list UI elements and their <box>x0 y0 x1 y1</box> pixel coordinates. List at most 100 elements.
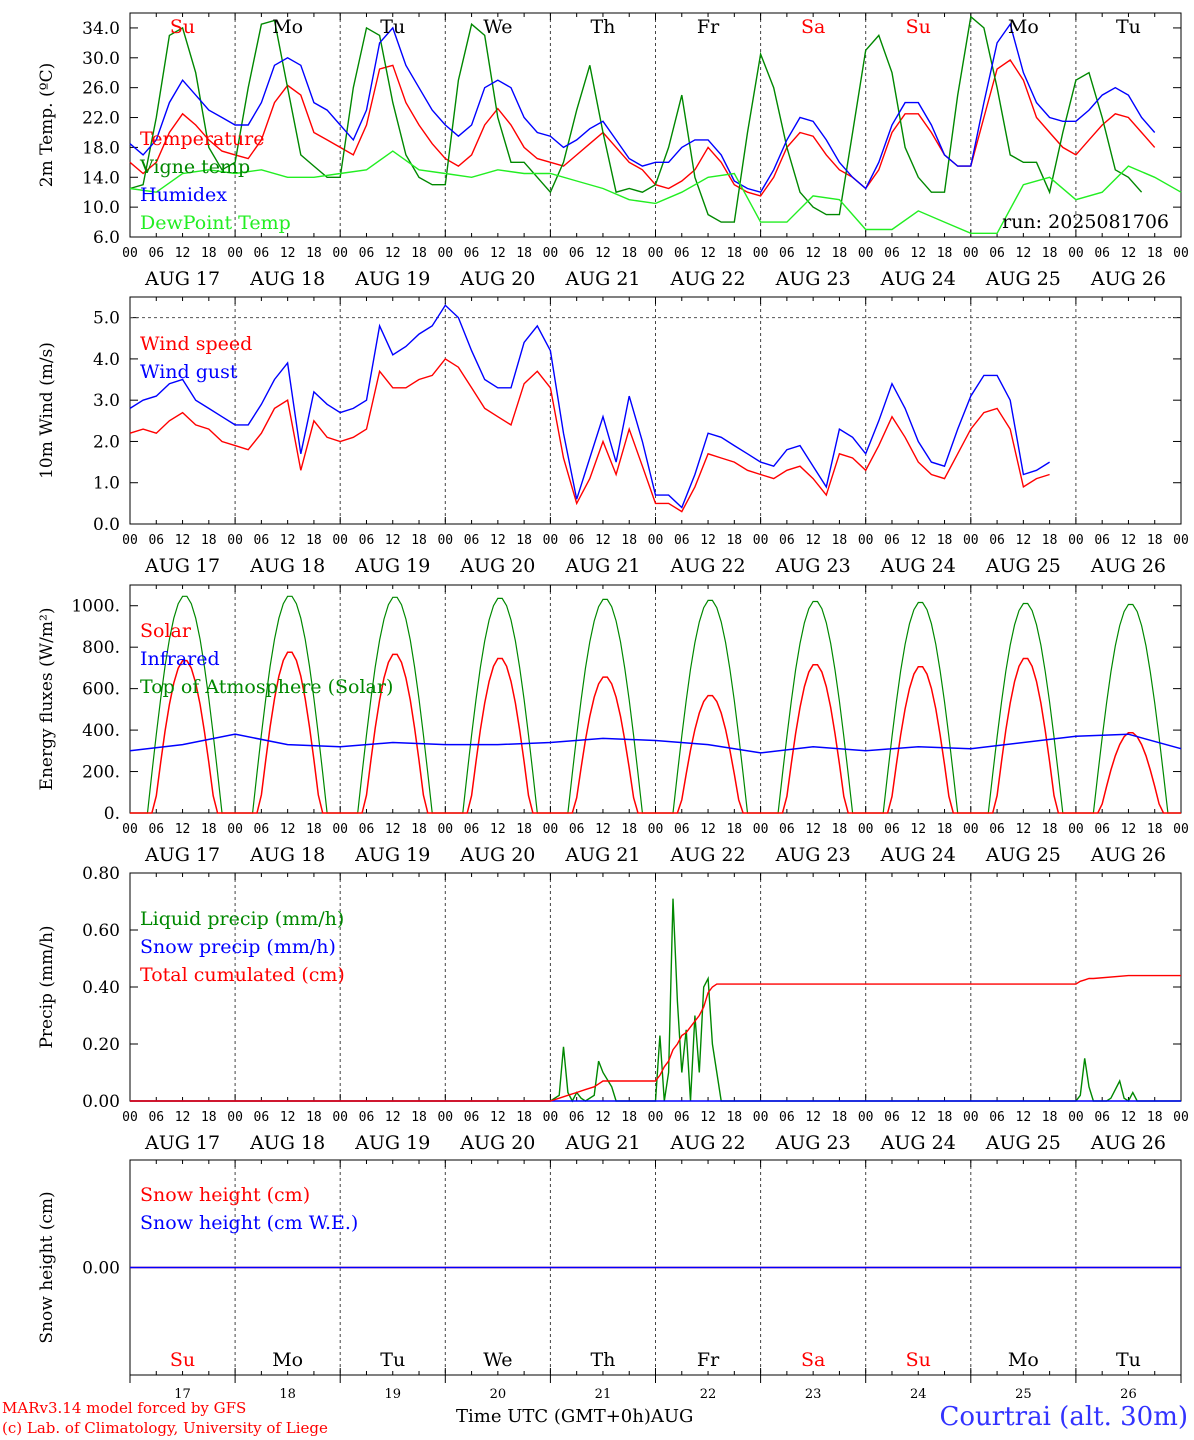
hour-tick-label: 00 <box>648 1110 664 1125</box>
hour-tick-label: 12 <box>595 533 611 548</box>
hour-tick-label: 18 <box>1042 822 1058 837</box>
hour-tick-label: 00 <box>332 822 348 837</box>
hour-tick-label: 18 <box>516 1110 532 1125</box>
hour-tick-label: 18 <box>937 1110 953 1125</box>
y-tick-label: 200. <box>82 763 120 783</box>
hour-tick-label: 12 <box>1121 822 1137 837</box>
day-label: AUG 21 <box>564 844 640 866</box>
legend-entry: Vigne temp <box>139 156 250 178</box>
hour-tick-label: 00 <box>543 822 559 837</box>
hour-tick-label: 12 <box>175 246 191 261</box>
hour-tick-label: 00 <box>648 822 664 837</box>
weekday-label-bottom: Mo <box>1008 1349 1039 1371</box>
weekday-label-top: Mo <box>272 16 303 38</box>
hour-tick-label: 06 <box>1094 1110 1110 1125</box>
hour-tick-label: 06 <box>359 246 375 261</box>
hour-tick-label: 06 <box>674 822 690 837</box>
hour-tick-label: 18 <box>201 533 217 548</box>
y-tick-label: 10.0 <box>82 198 120 218</box>
hour-tick-label: 18 <box>306 1110 322 1125</box>
hour-tick-label: 18 <box>411 246 427 261</box>
hour-tick-label: 12 <box>490 822 506 837</box>
y-tick-label: 400. <box>82 721 120 741</box>
weekday-label-top: Fr <box>697 16 720 38</box>
station-title: Courtrai (alt. 30m) <box>939 1402 1189 1432</box>
hour-tick-label: 00 <box>1068 822 1084 837</box>
hour-tick-label: 00 <box>858 533 874 548</box>
legend-entry: Wind gust <box>140 361 238 383</box>
hour-tick-label: 18 <box>832 246 848 261</box>
y-tick-label: 600. <box>82 680 120 700</box>
solar-line <box>130 651 1181 814</box>
hour-tick-label: 00 <box>1173 1110 1189 1125</box>
hour-tick-label: 18 <box>306 533 322 548</box>
hour-tick-label: 18 <box>411 533 427 548</box>
hour-tick-label: 06 <box>1094 822 1110 837</box>
day-label: AUG 24 <box>880 844 956 866</box>
hour-tick-label: 00 <box>753 822 769 837</box>
day-label: AUG 25 <box>985 555 1061 577</box>
day-label: AUG 20 <box>459 555 535 577</box>
hour-tick-label: 12 <box>175 1110 191 1125</box>
hour-tick-label: 06 <box>254 822 270 837</box>
day-label: AUG 19 <box>354 1132 430 1154</box>
day-label: AUG 22 <box>669 844 745 866</box>
hour-tick-label: 00 <box>1068 246 1084 261</box>
weekday-label-bottom: Mo <box>272 1349 303 1371</box>
copyright-credit: (c) Lab. of Climatology, University of L… <box>2 1419 328 1437</box>
legend-entry: DewPoint Temp <box>140 212 291 234</box>
hour-tick-label: 12 <box>805 533 821 548</box>
hour-tick-label: 18 <box>201 822 217 837</box>
hour-tick-label: 12 <box>910 822 926 837</box>
y-tick-label: 14.0 <box>82 168 120 188</box>
panel-energy: 0. 200. 400. 600. 800. 1000. Energy fluxes (W/… <box>37 584 1189 866</box>
hour-tick-label: 06 <box>884 1110 900 1125</box>
hour-tick-label: 12 <box>700 533 716 548</box>
hour-tick-label: 12 <box>595 822 611 837</box>
weekday-label-bottom: Fr <box>697 1349 720 1371</box>
hour-tick-label: 12 <box>805 1110 821 1125</box>
hour-tick-label: 18 <box>621 246 637 261</box>
hour-tick-label: 00 <box>122 246 138 261</box>
hour-tick-label: 18 <box>832 822 848 837</box>
hour-tick-label: 00 <box>648 533 664 548</box>
day-label: AUG 17 <box>144 844 220 866</box>
hour-tick-label: 06 <box>674 246 690 261</box>
hour-tick-label: 00 <box>543 246 559 261</box>
hour-tick-label: 06 <box>254 1110 270 1125</box>
hour-tick-label: 18 <box>1042 533 1058 548</box>
hour-tick-label: 00 <box>543 1110 559 1125</box>
hour-tick-label: 12 <box>1121 246 1137 261</box>
weekday-label-top: Th <box>590 16 615 38</box>
hour-tick-label: 12 <box>490 533 506 548</box>
hour-tick-label: 00 <box>963 822 979 837</box>
hour-tick-label: 00 <box>437 822 453 837</box>
day-label: AUG 26 <box>1090 555 1166 577</box>
y-tick-label: 0.60 <box>82 921 120 941</box>
series-line-temperature <box>129 59 1156 197</box>
hour-tick-label: 12 <box>385 822 401 837</box>
day-label: AUG 22 <box>669 1132 745 1154</box>
hour-tick-label: 06 <box>359 822 375 837</box>
legend-entry: Total cumulated (cm) <box>140 964 345 986</box>
day-number-label: 26 <box>1120 1387 1137 1402</box>
hour-tick-label: 12 <box>910 246 926 261</box>
hour-tick-label: 06 <box>148 246 164 261</box>
hour-tick-label: 06 <box>989 246 1005 261</box>
y-tick-label: 0.00 <box>82 1259 120 1279</box>
hour-tick-label: 18 <box>516 822 532 837</box>
hour-tick-label: 06 <box>148 533 164 548</box>
day-label: AUG 21 <box>564 1132 640 1154</box>
day-label: AUG 21 <box>564 268 640 290</box>
hour-tick-label: 00 <box>963 1110 979 1125</box>
hour-tick-label: 12 <box>595 246 611 261</box>
hour-tick-label: 18 <box>411 1110 427 1125</box>
legend-entry: Solar <box>140 620 192 642</box>
hour-tick-label: 06 <box>989 533 1005 548</box>
hour-tick-label: 18 <box>726 1110 742 1125</box>
panel-wind: 0.0 1.0 2.0 3.0 4.0 5.0 10m Wind (m/s) Wind spe… <box>37 296 1189 577</box>
series-line-wind-gust <box>129 304 1050 509</box>
y-tick-label: 5.0 <box>93 309 120 329</box>
day-label: AUG 17 <box>144 1132 220 1154</box>
day-label: AUG 22 <box>669 268 745 290</box>
